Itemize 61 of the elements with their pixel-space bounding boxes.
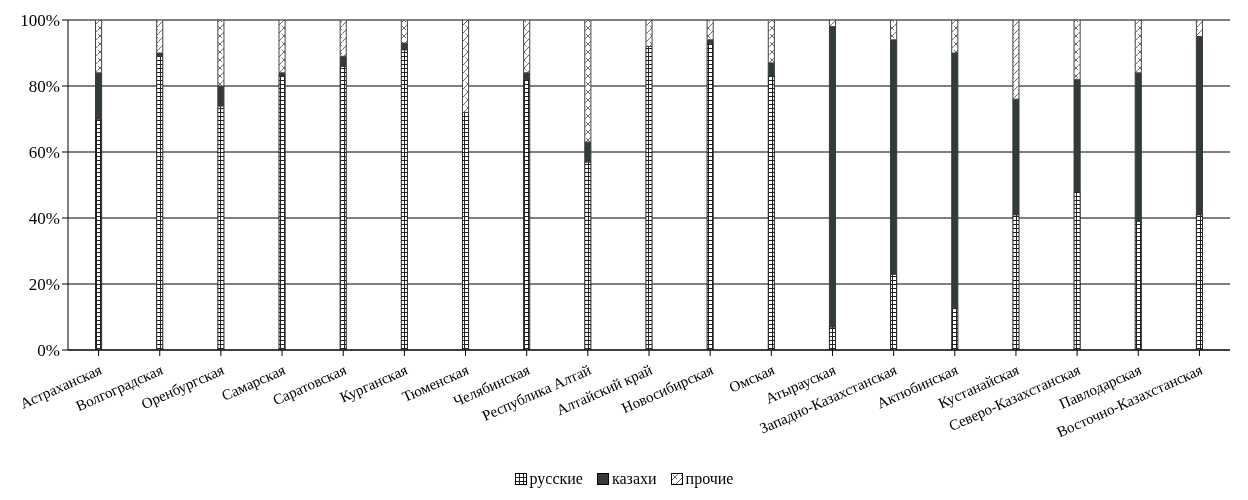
bar [217, 105, 225, 350]
bar [767, 62, 775, 77]
bar [767, 20, 775, 64]
bar [584, 161, 592, 350]
bar [95, 72, 103, 120]
bar [645, 45, 653, 350]
bar [1012, 20, 1020, 100]
bar [951, 20, 959, 54]
bar [1134, 72, 1142, 222]
bar [890, 20, 898, 41]
bar [95, 118, 103, 350]
bar [767, 75, 775, 350]
bar [828, 20, 837, 28]
bar [706, 20, 714, 41]
bar [523, 20, 531, 74]
bar [1012, 214, 1020, 350]
y-tick-label: 60% [28, 143, 60, 163]
bar [156, 55, 164, 350]
y-tick-label: 100% [20, 11, 60, 31]
bar [278, 72, 286, 77]
y-tick-label: 0% [37, 341, 60, 361]
bar [951, 52, 959, 308]
bar [1073, 191, 1081, 350]
bar [1195, 20, 1203, 37]
bar [890, 273, 898, 350]
bar [217, 20, 225, 87]
bar [951, 306, 959, 350]
legend-label: казахи [610, 470, 657, 488]
bar [1195, 36, 1203, 216]
bar [461, 20, 470, 113]
bar [1195, 214, 1203, 350]
bar [584, 141, 592, 163]
bar [584, 20, 592, 143]
bar [1012, 98, 1020, 216]
bar [278, 75, 286, 350]
bar [95, 20, 103, 74]
legend-label: прочие [684, 470, 734, 488]
y-tick-label: 40% [28, 209, 60, 229]
bar [217, 85, 225, 107]
bar [523, 78, 531, 350]
bar [278, 20, 286, 74]
bar [339, 55, 347, 67]
bar [1134, 220, 1142, 350]
bar [828, 26, 837, 328]
bar [1073, 78, 1081, 193]
bar [890, 39, 898, 275]
bar [156, 20, 164, 54]
bar [706, 39, 714, 44]
bar [339, 65, 347, 350]
bar [1134, 20, 1142, 74]
bar [339, 20, 347, 57]
y-tick-label: 80% [28, 77, 60, 97]
bar [400, 20, 408, 44]
bar [645, 20, 653, 47]
bar [523, 72, 531, 80]
bar [461, 111, 470, 350]
bar [400, 49, 408, 350]
legend-label: русские [528, 470, 583, 488]
bar [1073, 20, 1081, 80]
y-tick-label: 20% [28, 275, 60, 295]
bar [706, 42, 714, 350]
